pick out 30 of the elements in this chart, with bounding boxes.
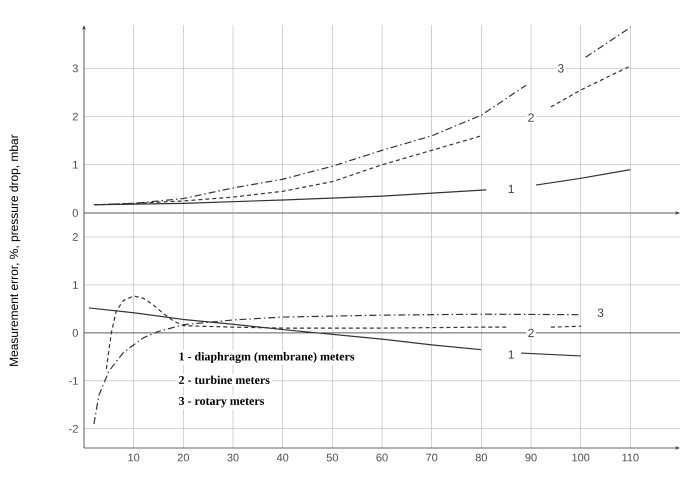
annotation: 2: [528, 113, 534, 122]
x-tick-label: 110: [622, 454, 639, 462]
y-tick-label: 0: [72, 209, 78, 217]
x-tick-label: 30: [227, 454, 239, 462]
y-tick-label: 2: [72, 112, 78, 120]
x-tick-label: 60: [376, 454, 388, 462]
y-tick-label: -2: [69, 425, 78, 433]
y-tick-label: 2: [72, 233, 78, 241]
x-tick-label: 10: [128, 454, 140, 462]
annotation: 3: [598, 308, 604, 317]
annotation: 2: [528, 328, 534, 338]
x-tick-label: 50: [326, 454, 338, 462]
y-tick-label: 1: [73, 161, 78, 169]
x-tick-label: 100: [572, 454, 590, 462]
annotation: 3: [558, 64, 564, 73]
x-tick-label: 90: [525, 454, 537, 462]
y-tick-label: -1: [69, 377, 78, 385]
y-tick-label: 0: [72, 329, 78, 337]
y-axis-title: Measurement error, %, pressure drop, mbar: [9, 134, 20, 366]
x-tick-label: 40: [276, 454, 288, 462]
annotation: 2 - turbine meters: [179, 376, 270, 384]
x-tick-label: 20: [178, 454, 189, 462]
annotation: 3 - rotary meters: [179, 396, 264, 408]
x-tick-label: 80: [476, 454, 487, 462]
annotation: 1: [508, 184, 514, 194]
x-tick-label: 70: [426, 454, 438, 462]
annotation: 1: [508, 350, 514, 359]
annotation: 1 - diaphragm (membrane) meters: [180, 352, 354, 363]
y-tick-label: 1: [73, 281, 78, 289]
y-tick-label: 3: [72, 64, 78, 72]
